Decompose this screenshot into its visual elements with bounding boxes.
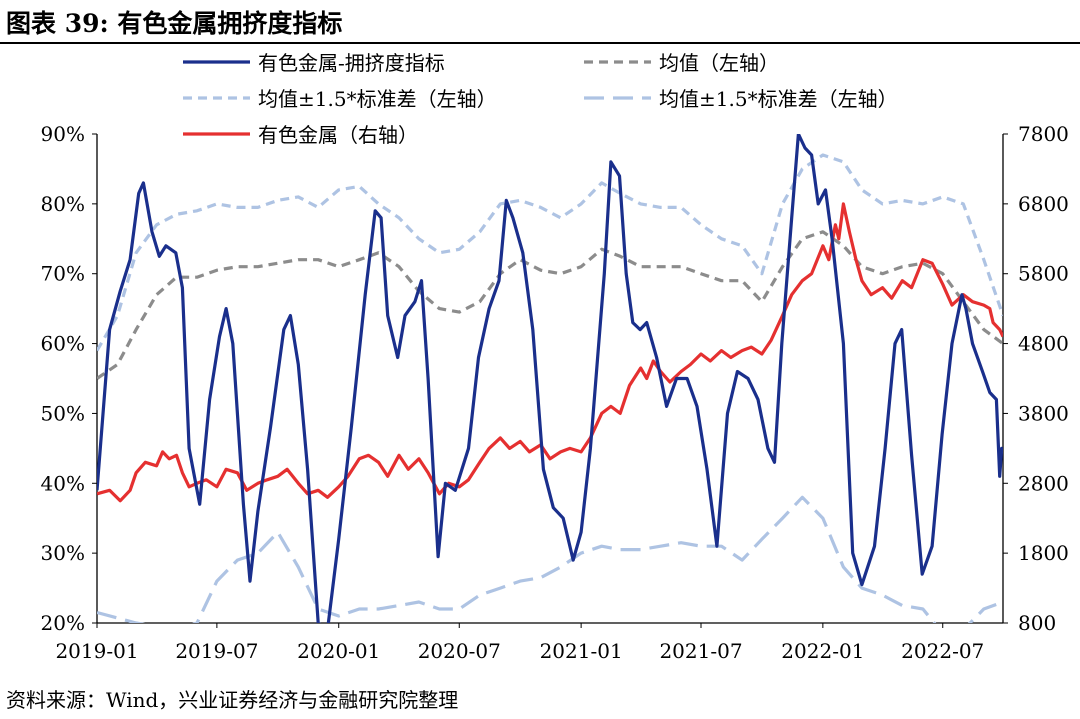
legend-label-mean: 均值（左轴） xyxy=(659,51,779,75)
x-tick-label: 2021-07 xyxy=(659,639,742,663)
series-line-band_upper xyxy=(97,153,1003,352)
y-right-tick-label: 1800 xyxy=(1018,541,1069,565)
x-tick-label: 2020-01 xyxy=(297,639,380,663)
y-right-tick-label: 5800 xyxy=(1018,262,1069,286)
y-left-tick-label: 70% xyxy=(41,262,85,286)
y-right-tick-label: 2800 xyxy=(1018,471,1069,495)
x-tick-label: 2019-07 xyxy=(175,639,258,663)
y-right-tick-label: 800 xyxy=(1018,611,1056,635)
y-left-tick-label: 80% xyxy=(41,192,85,216)
series-line-mean xyxy=(97,230,1003,380)
series-layer xyxy=(97,134,1003,623)
y-left-tick-label: 30% xyxy=(41,541,85,565)
y-left-tick-label: 20% xyxy=(41,611,85,635)
x-tick-label: 2019-01 xyxy=(55,639,138,663)
legend-label-crowding: 有色金属-拥挤度指标 xyxy=(258,51,445,75)
chart: 有色金属-拥挤度指标 均值（左轴） 均值±1.5*标准差（左轴） 均值±1.5*标准差… xyxy=(41,51,1069,663)
x-tick-label: 2022-07 xyxy=(901,639,984,663)
y-right-tick-label: 4800 xyxy=(1018,332,1069,356)
y-right-tick-label: 7800 xyxy=(1018,122,1069,146)
legend-label-index: 有色金属（右轴） xyxy=(258,123,418,147)
source-note: 资料来源：Wind，兴业证券经济与金融研究院整理 xyxy=(6,688,459,712)
axes: 20% 30% 40% 50% 60% 70% 80% 90% 800 1800 2800 3800 4… xyxy=(41,122,1069,663)
x-tick-label: 2022-01 xyxy=(781,639,864,663)
y-right-tick-label: 6800 xyxy=(1018,192,1069,216)
y-left-tick-label: 90% xyxy=(41,122,85,146)
series-line-band_lower xyxy=(97,495,1003,623)
y-left-tick-label: 40% xyxy=(41,471,85,495)
legend: 有色金属-拥挤度指标 均值（左轴） 均值±1.5*标准差（左轴） 均值±1.5*标准差… xyxy=(183,51,898,147)
y-left-tick-label: 60% xyxy=(41,332,85,356)
series-line-crowding xyxy=(97,134,1003,623)
chart-title: 图表 39: 有色金属拥挤度指标 xyxy=(6,9,343,38)
x-tick-label: 2020-07 xyxy=(418,639,501,663)
legend-label-band_lower: 均值±1.5*标准差（左轴） xyxy=(659,87,898,111)
x-tick-label: 2021-01 xyxy=(540,639,623,663)
y-right-tick-label: 3800 xyxy=(1018,401,1069,425)
legend-label-band_upper: 均值±1.5*标准差（左轴） xyxy=(258,87,497,111)
title-divider xyxy=(0,42,1080,44)
y-left-tick-label: 50% xyxy=(41,401,85,425)
